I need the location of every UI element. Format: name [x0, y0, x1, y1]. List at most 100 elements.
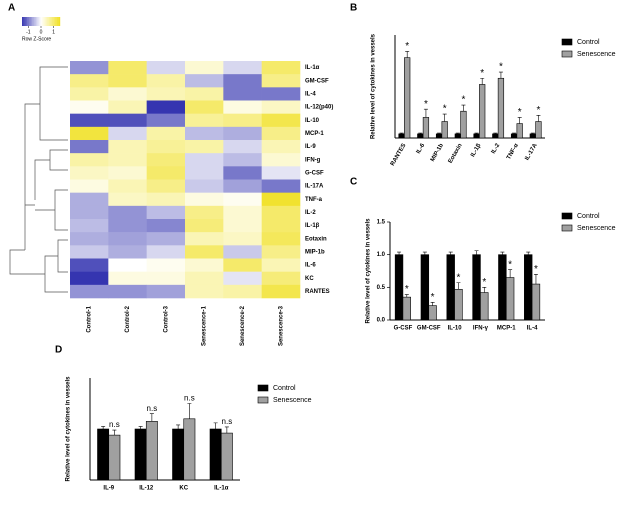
heatmap-cell — [70, 245, 109, 259]
heatmap-cell — [108, 140, 147, 154]
significance-label: * — [508, 259, 512, 270]
heatmap-cell — [185, 126, 224, 141]
significance-label: n.s — [147, 404, 158, 413]
colorbar-segment — [35, 17, 38, 26]
significance-label: * — [482, 277, 486, 288]
row-label: MIP-1b — [305, 249, 325, 255]
legend-label: Control — [273, 385, 296, 392]
heatmap-cell — [146, 271, 186, 286]
x-tick-label: IL-9 — [103, 486, 114, 492]
heatmap-cell — [70, 179, 109, 193]
heatmap-cell — [146, 245, 186, 259]
heatmap-cell — [70, 232, 109, 246]
error-bar — [399, 132, 404, 134]
row-label: IL-2 — [305, 210, 316, 216]
colorbar-segment — [25, 17, 28, 26]
significance-label: * — [518, 107, 522, 118]
heatmap-cell — [261, 271, 301, 286]
heatmap-cell — [185, 153, 224, 167]
x-tick-label: IL-1α — [214, 486, 229, 492]
error-bar — [404, 294, 409, 298]
y-tick-label: 1.5 — [377, 220, 386, 226]
error-bar — [474, 250, 479, 255]
heatmap-cell — [70, 258, 109, 272]
panel-letter: B — [350, 3, 357, 14]
heatmap-cell — [223, 166, 262, 180]
error-bar — [448, 251, 453, 255]
colorbar-segment — [29, 17, 32, 26]
error-bar — [405, 51, 410, 58]
colorbar-segment — [44, 17, 47, 26]
colorbar-segment — [56, 17, 58, 26]
heatmap-cell — [223, 232, 262, 246]
significance-label: * — [534, 264, 538, 275]
bar — [435, 133, 443, 139]
heatmap-cell — [185, 205, 224, 220]
heatmap-cell — [223, 219, 262, 233]
heatmap-cell — [223, 179, 262, 193]
heatmap-cell — [223, 153, 262, 167]
column-label: Senescence-2 — [240, 305, 246, 346]
heatmap-cell — [223, 113, 262, 128]
bar — [524, 254, 533, 321]
heatmap-cell — [146, 126, 186, 141]
error-bar — [530, 132, 535, 134]
panel-letter: A — [8, 3, 15, 14]
colorbar-segment — [24, 17, 26, 26]
legend-label: Senescence — [577, 225, 616, 232]
row-label: IL-10 — [305, 118, 320, 124]
heatmap-cell — [146, 61, 186, 75]
error-bar — [422, 251, 427, 255]
heatmap-cell — [185, 87, 224, 101]
bar — [145, 421, 158, 481]
bar — [531, 283, 541, 321]
heatmap-cell — [146, 258, 186, 272]
bar — [505, 277, 515, 321]
heatmap-cell — [223, 192, 262, 207]
heatmap-cell — [223, 271, 262, 286]
x-tick-label: KC — [179, 486, 188, 492]
column-label: Control-1 — [87, 305, 93, 332]
bar — [480, 292, 489, 321]
heatmap-cell — [185, 232, 224, 246]
heatmap-cell — [70, 113, 109, 128]
heatmap-cell — [185, 61, 224, 75]
row-label: IL-6 — [305, 263, 316, 269]
colorbar-segment — [37, 17, 39, 26]
colorbar-segment — [51, 17, 53, 26]
row-label: Eotaxin — [305, 236, 327, 242]
bar — [97, 428, 110, 481]
row-label: G-CSF — [305, 170, 324, 176]
row-label: TNF-a — [305, 197, 323, 203]
heatmap-cell — [223, 205, 262, 220]
bar — [460, 110, 467, 139]
heatmap-cell — [185, 219, 224, 233]
heatmap-cell — [108, 192, 147, 207]
heatmap-cell — [261, 179, 301, 193]
bar — [422, 117, 430, 139]
error-bar — [533, 273, 538, 285]
x-tick-label: IL-12 — [139, 486, 154, 492]
heatmap-cell — [261, 153, 301, 167]
x-tick-label: IFN-γ — [473, 326, 489, 332]
bar — [454, 133, 461, 139]
error-bar — [498, 71, 503, 79]
heatmap-cell — [185, 258, 224, 272]
bar — [108, 434, 121, 481]
bar — [404, 57, 411, 139]
heatmap-cell — [70, 284, 109, 299]
heatmap-cell — [108, 232, 147, 246]
y-axis-label: Relative level of cytokines in vessels — [66, 376, 72, 482]
bar — [454, 288, 463, 321]
bar — [492, 133, 499, 139]
heatmap-cell — [146, 205, 186, 220]
significance-label: n.s — [184, 394, 195, 403]
heatmap-cell — [70, 100, 109, 114]
heatmap-cell — [70, 192, 109, 207]
error-bar — [536, 115, 541, 122]
heatmap-cell — [223, 284, 262, 299]
significance-label: * — [443, 104, 447, 115]
bar — [510, 133, 518, 139]
colorbar-segment — [49, 17, 52, 26]
